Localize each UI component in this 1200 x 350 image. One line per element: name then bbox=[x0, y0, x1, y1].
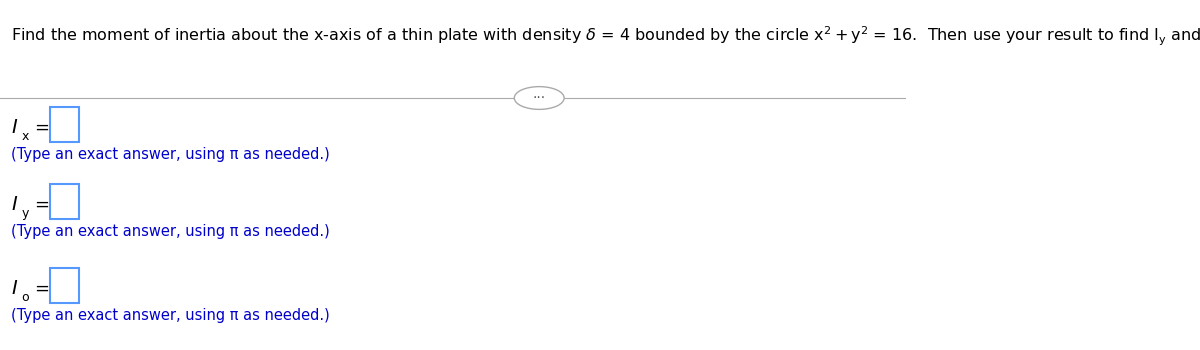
Text: $\mathit{I}$: $\mathit{I}$ bbox=[11, 195, 18, 214]
Text: (Type an exact answer, using π as needed.): (Type an exact answer, using π as needed… bbox=[11, 224, 330, 239]
Text: o: o bbox=[22, 291, 29, 304]
FancyBboxPatch shape bbox=[50, 268, 79, 303]
FancyBboxPatch shape bbox=[50, 184, 79, 219]
Text: $\mathit{I}$: $\mathit{I}$ bbox=[11, 118, 18, 137]
Text: x: x bbox=[22, 130, 29, 143]
Text: y: y bbox=[22, 207, 29, 220]
Text: $\mathit{I}$: $\mathit{I}$ bbox=[11, 279, 18, 298]
Text: =: = bbox=[35, 196, 49, 214]
Text: =: = bbox=[35, 280, 49, 298]
Text: Find the moment of inertia about the x-axis of a thin plate with density $\delta: Find the moment of inertia about the x-a… bbox=[11, 25, 1200, 48]
FancyBboxPatch shape bbox=[50, 107, 79, 142]
Text: =: = bbox=[35, 119, 49, 137]
Text: (Type an exact answer, using π as needed.): (Type an exact answer, using π as needed… bbox=[11, 308, 330, 323]
Text: (Type an exact answer, using π as needed.): (Type an exact answer, using π as needed… bbox=[11, 147, 330, 162]
Text: ···: ··· bbox=[533, 91, 546, 105]
Ellipse shape bbox=[515, 87, 564, 109]
